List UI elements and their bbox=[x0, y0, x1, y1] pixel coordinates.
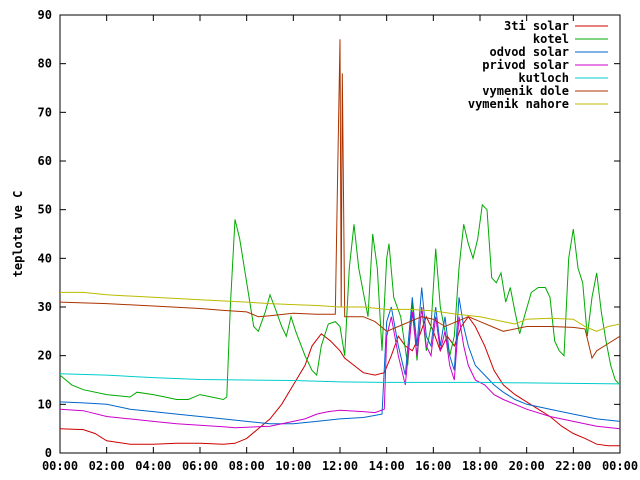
legend-label: odvod solar bbox=[490, 45, 569, 59]
y-tick-label: 40 bbox=[38, 251, 52, 265]
y-tick-label: 80 bbox=[38, 57, 52, 71]
y-tick-label: 90 bbox=[38, 8, 52, 22]
series-line-kotel bbox=[59, 203, 621, 401]
x-tick-label: 14:00 bbox=[369, 459, 405, 473]
x-tick-label: 06:00 bbox=[182, 459, 218, 473]
y-tick-label: 10 bbox=[38, 397, 52, 411]
x-tick-label: 08:00 bbox=[229, 459, 265, 473]
legend-label: privod solar bbox=[482, 58, 569, 72]
x-axis: 00:00 02:00 04:00 06:00 08:00 10:00 12:00 14:00… bbox=[42, 15, 638, 473]
y-tick-label: 60 bbox=[38, 154, 52, 168]
series-line-3ti-solar bbox=[59, 315, 620, 447]
x-tick-label: 02:00 bbox=[89, 459, 125, 473]
series-group bbox=[59, 39, 621, 447]
x-tick-label: 18:00 bbox=[462, 459, 498, 473]
x-tick-label: 20:00 bbox=[509, 459, 545, 473]
x-tick-label: 04:00 bbox=[135, 459, 171, 473]
legend-label: 3ti solar bbox=[504, 19, 569, 33]
legend-label: kotel bbox=[533, 32, 569, 46]
series-line-kutloch bbox=[59, 373, 621, 385]
x-tick-label: 10:00 bbox=[275, 459, 311, 473]
legend-label: vymenik dole bbox=[482, 84, 569, 98]
legend-label: kutloch bbox=[518, 71, 569, 85]
y-axis: 0 10 20 30 40 50 60 70 80 90 bbox=[38, 8, 620, 460]
y-tick-label: 20 bbox=[38, 349, 52, 363]
x-tick-label: 00:00 bbox=[602, 459, 638, 473]
y-tick-label: 70 bbox=[38, 105, 52, 119]
y-tick-label: 50 bbox=[38, 203, 52, 217]
series-line-odvod-solar bbox=[59, 287, 621, 425]
series-line-privod-solar bbox=[59, 306, 621, 430]
x-tick-label: 12:00 bbox=[322, 459, 358, 473]
series-line-vymenik-nahore bbox=[60, 291, 621, 332]
x-tick-label: 00:00 bbox=[42, 459, 78, 473]
legend-label: vymenik nahore bbox=[468, 97, 569, 111]
series-line-vymenik-dole bbox=[59, 39, 621, 360]
y-tick-label: 30 bbox=[38, 300, 52, 314]
y-axis-label: teplota ve C bbox=[11, 191, 25, 278]
x-tick-label: 16:00 bbox=[415, 459, 451, 473]
y-tick-label: 0 bbox=[45, 446, 52, 460]
x-tick-label: 22:00 bbox=[555, 459, 591, 473]
